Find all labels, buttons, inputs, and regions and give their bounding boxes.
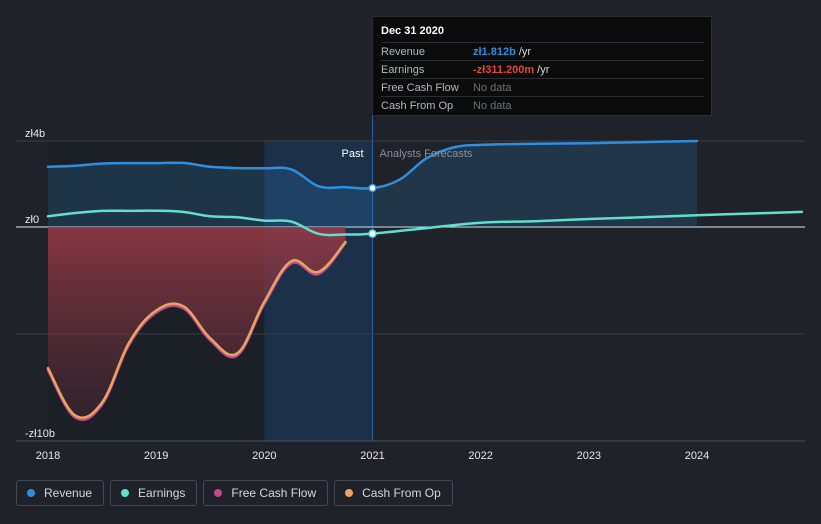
forecast-label: Analysts Forecasts [380,148,473,160]
x-tick-label: 2023 [577,450,601,462]
legend-toggle-cash-from-op[interactable]: Cash From Op [334,480,453,506]
cash-from-op-line [46,240,347,420]
chart-highlight-markers [368,183,377,238]
tooltip-row-label: Earnings [381,63,425,76]
legend-dot-icon [27,489,35,497]
revenue-line [46,139,699,190]
legend-toggle-earnings[interactable]: Earnings [110,480,198,506]
tooltip-row-unit: /yr [518,45,532,58]
legend-toggle-revenue[interactable]: Revenue [16,480,105,506]
earnings-highlight-point [368,229,377,238]
chart-legend: Revenue Earnings Free Cash Flow Cash From O… [16,480,453,508]
tooltip-row-unit: /yr [537,63,550,76]
revenue-highlight-point [368,183,377,193]
y-tick-label: zł4b [25,128,45,140]
tooltip-row: Revenue zł1.812b/yr [381,42,704,60]
chart-labels: zł4b zł0 -zł10b 2018 2019 2020 2021 2022 2023 202… [25,128,709,462]
y-tick-label: zł0 [25,214,39,226]
tooltip-row-label: Cash From Op [381,99,454,112]
tooltip-row-value: zł1.812b [473,45,516,58]
cashflow-area [48,227,346,420]
chart-area-fills [48,141,697,420]
legend-label: Revenue [44,486,93,500]
legend-label: Earnings [138,486,186,500]
earnings-line [46,209,804,237]
x-tick-label: 2022 [468,450,492,462]
tooltip-row-value: No data [473,81,512,94]
tooltip-date: Dec 31 2020 [381,25,444,37]
past-label: Past [341,148,363,160]
tooltip-row-label: Revenue [381,45,426,58]
legend-toggle-free-cash-flow[interactable]: Free Cash Flow [203,480,329,506]
highlight-region-shade [264,141,373,441]
tooltip-row: Earnings -zł311.200m/yr [381,60,704,78]
tooltip-row-label: Free Cash Flow [381,81,459,94]
x-tick-label: 2019 [144,450,168,462]
tooltip-row: Free Cash Flow No data [381,78,704,96]
tooltip-row: Cash From Op No data [381,96,704,114]
legend-label: Cash From Op [362,486,441,500]
x-tick-label: 2018 [36,450,60,462]
chart-tooltip: Dec 31 2020 Revenue zł1.812b/yr Earnings -z… [372,16,712,116]
x-tick-label: 2021 [360,450,384,462]
tooltip-row-value: No data [473,99,512,112]
legend-dot-icon [214,489,223,497]
legend-dot-icon [345,489,354,497]
legend-dot-icon [121,489,130,497]
x-tick-label: 2024 [685,450,709,462]
chart-series-lines [46,139,804,422]
legend-label: Free Cash Flow [231,486,317,500]
revenue-area [48,141,697,227]
y-tick-label: -zł10b [25,428,55,440]
x-tick-label: 2020 [252,450,276,462]
tooltip-row-value: -zł311.200m [473,63,535,76]
